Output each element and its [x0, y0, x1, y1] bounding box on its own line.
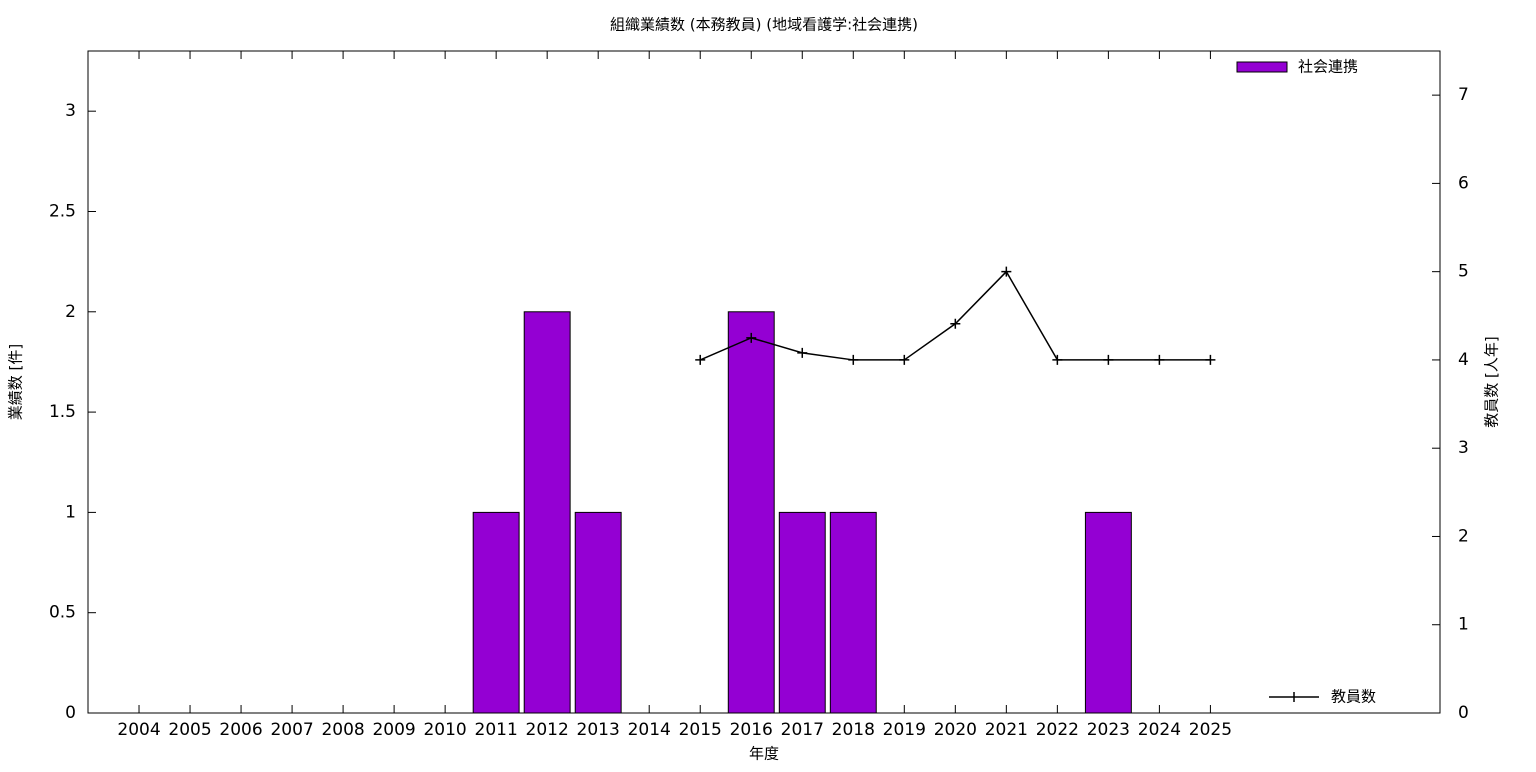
y2-tick-label: 1: [1458, 615, 1469, 635]
x-tick-label: 2024: [1138, 720, 1181, 740]
y-tick-label: 3: [65, 101, 76, 121]
y-tick-label: 1.5: [49, 402, 76, 422]
y-tick-label: 0.5: [49, 603, 76, 623]
x-tick-label: 2022: [1036, 720, 1079, 740]
bar: [727, 311, 775, 714]
chart-title: 組織業績数 (本務教員) (地域看護学:社会連携): [610, 16, 918, 34]
legend-label: 教員数: [1331, 688, 1376, 706]
y-axis-label: 業績数 [件]: [7, 344, 25, 420]
x-tick-label: 2008: [321, 720, 364, 740]
y2-tick-label: 7: [1458, 85, 1469, 105]
y2-tick-label: 6: [1458, 173, 1469, 193]
x-tick-label: 2006: [219, 720, 262, 740]
point: [1052, 354, 1063, 365]
x-tick-label: 2005: [168, 720, 211, 740]
bar: [574, 511, 622, 714]
x-tick-label: 2023: [1087, 720, 1130, 740]
x-tick-label: 2004: [117, 720, 160, 740]
y-tick-label: 2.5: [49, 201, 76, 221]
point: [746, 332, 757, 343]
point: [848, 354, 859, 365]
x-tick-label: 2007: [270, 720, 313, 740]
legend-swatch: [1236, 61, 1288, 73]
y2-tick-label: 5: [1458, 262, 1469, 282]
legend-line: [1269, 692, 1319, 702]
point: [1154, 354, 1165, 365]
x-tick-label: 2020: [934, 720, 977, 740]
y-tick-label: 1: [65, 502, 76, 522]
y2-tick-label: 0: [1458, 703, 1469, 723]
x-axis-label: 年度: [749, 745, 779, 763]
y2-axis-label: 教員数 [人年]: [1483, 336, 1501, 427]
point: [797, 347, 808, 358]
point: [1001, 266, 1012, 277]
x-tick-label: 2013: [577, 720, 620, 740]
x-tick-label: 2009: [372, 720, 415, 740]
y-tick-label: 0: [65, 703, 76, 723]
x-tick-label: 2018: [832, 720, 875, 740]
point: [1205, 354, 1216, 365]
x-tick-label: 2012: [526, 720, 569, 740]
point: [899, 354, 910, 365]
x-tick-label: 2025: [1189, 720, 1232, 740]
y-tick-label: 2: [65, 302, 76, 322]
x-tick-label: 2015: [679, 720, 722, 740]
bar: [523, 311, 571, 714]
bar: [472, 511, 520, 714]
x-tick-label: 2014: [628, 720, 671, 740]
y2-tick-label: 4: [1458, 350, 1469, 370]
point: [1103, 354, 1114, 365]
y2-tick-label: 2: [1458, 526, 1469, 546]
x-tick-label: 2021: [985, 720, 1028, 740]
bar: [829, 511, 877, 714]
x-tick-label: 2016: [730, 720, 773, 740]
x-tick-label: 2017: [781, 720, 824, 740]
legend-label: 社会連携: [1298, 58, 1358, 76]
bar: [778, 511, 826, 714]
point: [695, 354, 706, 365]
x-tick-label: 2019: [883, 720, 926, 740]
x-tick-label: 2010: [423, 720, 466, 740]
bar: [1084, 511, 1132, 714]
x-tick-label: 2011: [475, 720, 518, 740]
point: [950, 318, 961, 329]
y2-tick-label: 3: [1458, 438, 1469, 458]
line: [699, 270, 1211, 361]
